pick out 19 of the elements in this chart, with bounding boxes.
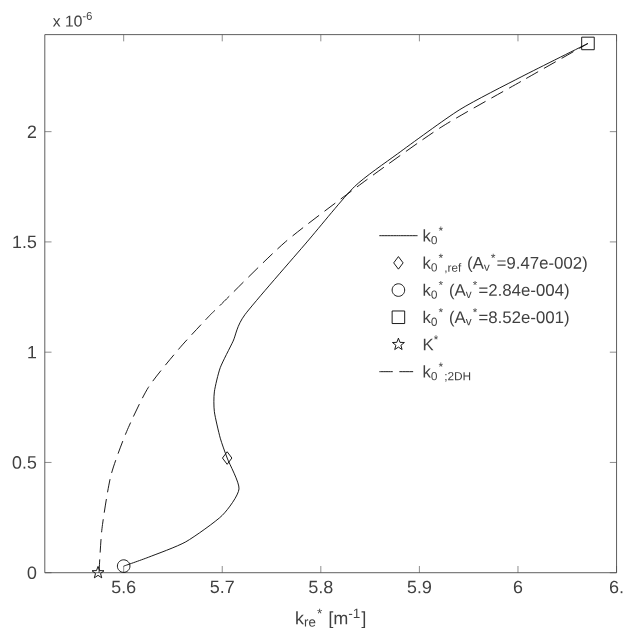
y-tick-label: 1.5 xyxy=(13,235,37,249)
y-tick-label: 2 xyxy=(27,125,36,138)
legend-label: k$_{0}$$^{*}$ (A$_{v}$$^{*}$=2.84e-004) xyxy=(423,280,569,300)
y-tick-label: 0.5 xyxy=(12,456,37,469)
x-tick-label: 5.8 xyxy=(309,580,333,594)
legend-label: K$^{*}$ xyxy=(423,335,439,351)
point xyxy=(581,36,595,51)
point xyxy=(116,559,131,573)
point xyxy=(91,565,105,579)
y-tick-label: 1 xyxy=(28,346,37,359)
x-axis-title: k$_{re}$$^{*}$ [m$^{-1}$] xyxy=(296,608,366,629)
x-tick-label: 5.9 xyxy=(407,580,431,594)
x-tick-label: 5.7 xyxy=(210,580,234,594)
x-tick-label: 6. xyxy=(609,580,623,594)
point xyxy=(222,451,233,465)
x-tick-label: 6 xyxy=(513,580,523,594)
y-tick-label: 0 xyxy=(27,566,37,580)
x-tick-label: 5.6 xyxy=(111,580,136,594)
legend-label: k$_{0}$$^{*}$ (A$_{v}$$^{*}$=8.52e-001) xyxy=(423,308,569,327)
